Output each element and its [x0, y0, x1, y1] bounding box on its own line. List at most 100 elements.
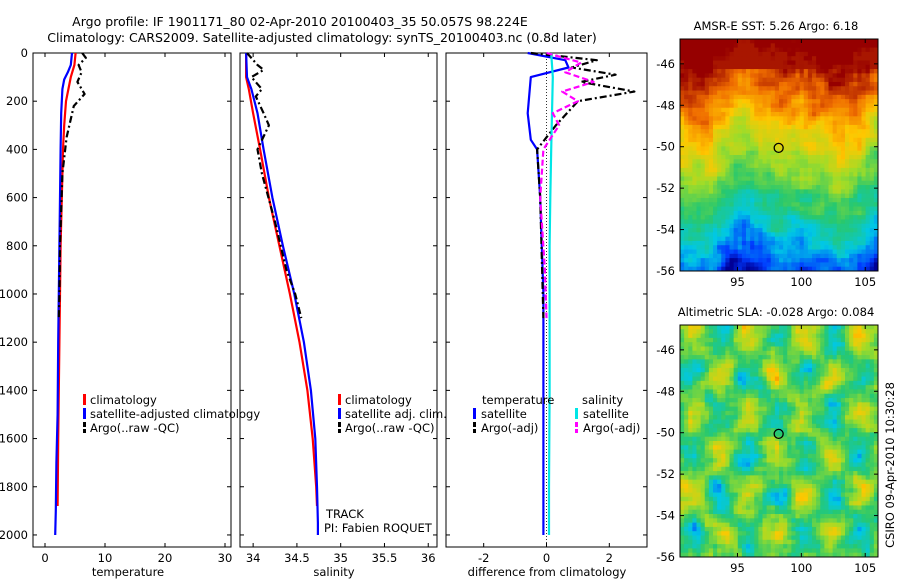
map-cell — [824, 146, 829, 152]
map-cell — [762, 159, 768, 164]
map-cell — [869, 112, 875, 117]
map-cell — [787, 363, 792, 369]
map-cell — [762, 346, 768, 352]
map-cell — [692, 355, 697, 360]
map-cell — [729, 262, 735, 268]
map-cell — [840, 129, 846, 134]
map-cell — [869, 367, 875, 373]
map-cell — [865, 155, 871, 160]
map-cell — [832, 185, 838, 190]
map-cell — [680, 159, 685, 164]
x-tick-label: 34.5 — [284, 551, 310, 565]
map-cell — [696, 266, 702, 272]
map-cell — [708, 505, 714, 511]
map-cell — [721, 441, 726, 446]
map-cell — [820, 236, 825, 242]
map-cell — [750, 415, 755, 420]
map-cell — [853, 163, 858, 169]
map-cell — [873, 501, 879, 506]
map-cell — [680, 236, 685, 242]
map-cell — [803, 219, 809, 225]
map-cell — [721, 423, 726, 429]
map-cell — [865, 436, 871, 442]
map-cell — [849, 103, 854, 109]
map-cell — [807, 219, 813, 225]
map-cell — [729, 258, 735, 263]
map-cell — [861, 73, 867, 79]
map-cell — [750, 56, 755, 61]
map-cell — [774, 51, 780, 57]
map-cell — [812, 355, 817, 360]
map-cell — [824, 228, 829, 233]
map-cell — [828, 99, 834, 104]
map-cell — [865, 77, 871, 83]
map-cell — [820, 112, 825, 117]
map-cell — [861, 51, 867, 57]
map-cell — [708, 479, 714, 485]
map-cell — [700, 210, 706, 216]
map-cell — [857, 155, 862, 160]
map-cell — [845, 116, 850, 122]
map-cell — [799, 124, 805, 130]
map-cell — [799, 236, 805, 242]
map-cell — [832, 479, 838, 485]
map-cell — [816, 350, 821, 356]
map-cell — [754, 120, 759, 126]
map-cell — [779, 150, 784, 156]
map-cell — [721, 99, 726, 104]
map-cell — [857, 249, 862, 255]
map-cell — [869, 410, 875, 416]
map-cell — [750, 120, 755, 126]
map-cell — [779, 206, 784, 212]
map-cell — [816, 436, 821, 442]
map-cell — [820, 428, 825, 433]
map-cell — [803, 245, 809, 250]
map-cell — [717, 346, 722, 352]
map-cell — [795, 223, 801, 229]
map-cell — [696, 325, 702, 330]
map-cell — [729, 453, 735, 459]
map-cell — [713, 39, 718, 44]
map-cell — [766, 189, 772, 195]
map-cell — [791, 56, 796, 61]
map-cell — [713, 202, 718, 207]
map-cell — [762, 441, 768, 446]
map-cell — [820, 69, 825, 74]
map-cell — [725, 60, 730, 66]
map-cell — [696, 86, 702, 91]
map-cell — [684, 215, 689, 220]
map-cell — [849, 458, 854, 463]
map-cell — [840, 43, 846, 48]
map-cell — [700, 163, 706, 169]
map-cell — [696, 522, 702, 528]
map-cell — [758, 69, 763, 74]
map-cell — [766, 458, 772, 463]
map-cell — [791, 176, 796, 182]
map-cell — [688, 471, 693, 476]
map-cell — [746, 445, 751, 450]
map-cell — [700, 258, 706, 263]
map-cell — [700, 60, 706, 66]
map-cell — [725, 475, 730, 481]
map-cell — [713, 146, 718, 152]
map-cell — [704, 94, 710, 100]
map-cell — [840, 372, 846, 377]
map-cell — [816, 372, 821, 377]
map-cell — [721, 206, 726, 212]
map-cell — [812, 94, 817, 100]
map-cell — [840, 69, 846, 74]
map-cell — [729, 99, 735, 104]
map-cell — [869, 197, 875, 203]
map-cell — [779, 86, 784, 91]
map-cell — [787, 389, 792, 395]
map-cell — [713, 505, 718, 511]
map-cell — [803, 436, 809, 442]
map-cell — [758, 376, 763, 382]
map-cell — [733, 232, 739, 238]
map-cell — [717, 150, 722, 156]
map-cell — [807, 197, 813, 203]
map-cell — [746, 107, 751, 113]
map-cell — [836, 483, 842, 489]
map-cell — [865, 514, 871, 519]
